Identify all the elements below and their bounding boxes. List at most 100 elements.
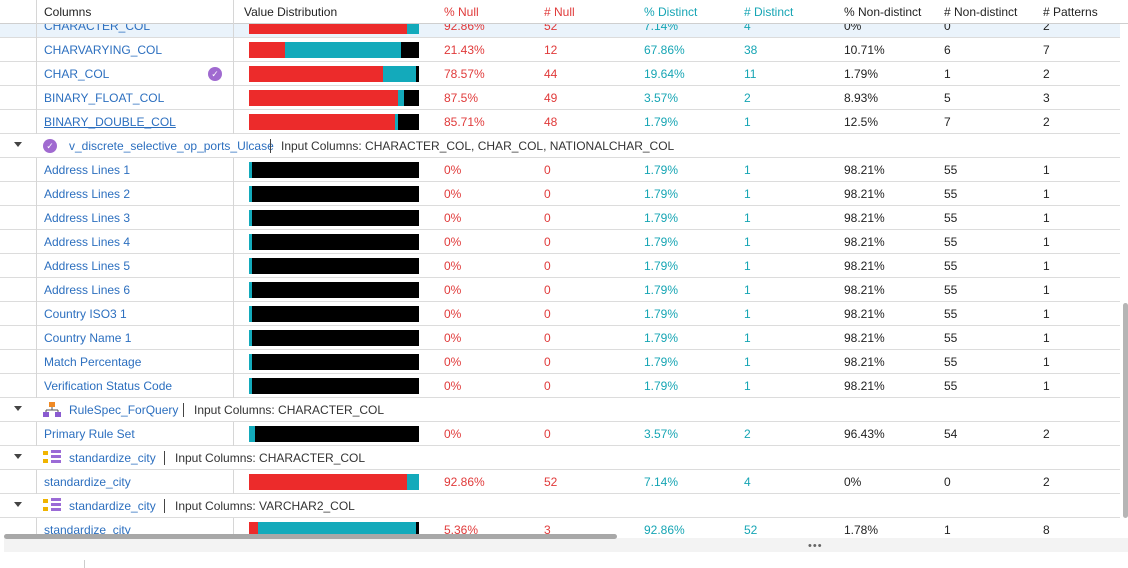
column-name-link[interactable]: Address Lines 1	[44, 163, 131, 177]
value-distribution-bar[interactable]	[249, 258, 419, 274]
pct-non-distinct-value: 98.21%	[844, 379, 885, 393]
table-row[interactable]: BINARY_DOUBLE_COL 85.71% 48 1.79% 1 12.5% 7 2	[0, 110, 1120, 134]
table-row[interactable]: CHAR_COL ✓ 78.57% 44 19.64% 11 1.79% 1 2	[0, 62, 1120, 86]
pct-distinct-value: 1.79%	[644, 355, 679, 369]
cell-divider	[36, 278, 37, 302]
header-columns[interactable]: Columns	[44, 5, 92, 19]
chevron-down-icon[interactable]	[14, 142, 22, 147]
table-row[interactable]: Address Lines 5 0% 0 1.79% 1 98.21% 55 1	[0, 254, 1120, 278]
value-distribution-bar[interactable]	[249, 234, 419, 250]
more-dots-icon[interactable]: •••	[808, 540, 823, 552]
value-distribution-bar[interactable]	[249, 162, 419, 178]
pct-null-value: 0%	[444, 427, 462, 441]
table-row[interactable]: Address Lines 1 0% 0 1.79% 1 98.21% 55 1	[0, 158, 1120, 182]
non-distinct-segment	[252, 186, 419, 202]
num-patterns-value: 1	[1043, 235, 1050, 249]
value-distribution-bar[interactable]	[249, 282, 419, 298]
num-null-value: 0	[544, 307, 551, 321]
column-name-link[interactable]: Address Lines 6	[44, 283, 131, 297]
pct-distinct-value: 1.79%	[644, 259, 679, 273]
num-null-value: 52	[544, 475, 558, 489]
value-distribution-bar[interactable]	[249, 90, 419, 106]
column-name-link[interactable]: Address Lines 3	[44, 211, 131, 225]
horizontal-scrollbar[interactable]	[4, 534, 617, 539]
table-row[interactable]: Country Name 1 0% 0 1.79% 1 98.21% 55 1	[0, 326, 1120, 350]
num-distinct-value: 1	[744, 163, 751, 177]
num-patterns-value: 2	[1043, 427, 1050, 441]
header-num-distinct[interactable]: # Distinct	[744, 5, 794, 19]
num-non-distinct-value: 55	[944, 331, 958, 345]
value-distribution-bar[interactable]	[249, 474, 419, 490]
num-non-distinct-value: 0	[944, 475, 951, 489]
group-divider	[164, 451, 165, 465]
column-name-link[interactable]: BINARY_FLOAT_COL	[44, 91, 165, 105]
num-non-distinct-value: 55	[944, 379, 958, 393]
value-distribution-bar[interactable]	[249, 426, 419, 442]
header-pct-non-distinct[interactable]: % Non-distinct	[844, 5, 922, 19]
value-distribution-bar[interactable]	[249, 306, 419, 322]
cell-divider	[36, 182, 37, 206]
group-name-link[interactable]: v_discrete_selective_op_ports_Ulcase	[69, 139, 274, 153]
table-row[interactable]: standardize_city 92.86% 52 7.14% 4 0% 0 2	[0, 470, 1120, 494]
value-distribution-bar[interactable]	[249, 210, 419, 226]
table-row[interactable]: Verification Status Code 0% 0 1.79% 1 98.21% 5…	[0, 374, 1120, 398]
column-name-link[interactable]: standardize_city	[44, 475, 131, 489]
group-name-link[interactable]: standardize_city	[69, 451, 156, 465]
pct-distinct-value: 67.86%	[644, 43, 685, 57]
column-name-link[interactable]: Address Lines 5	[44, 259, 131, 273]
header-num-non-distinct[interactable]: # Non-distinct	[944, 5, 1018, 19]
table-row[interactable]: Match Percentage 0% 0 1.79% 1 98.21% 55 1	[0, 350, 1120, 374]
header-num-patterns[interactable]: # Patterns	[1043, 5, 1098, 19]
value-distribution-bar[interactable]	[249, 330, 419, 346]
verified-badge-icon: ✓	[43, 139, 57, 153]
column-name-link[interactable]: standardize_city	[44, 523, 131, 537]
header-value-distribution[interactable]: Value Distribution	[244, 5, 338, 19]
pct-distinct-value: 7.14%	[644, 475, 679, 489]
column-name-link[interactable]: Verification Status Code	[44, 379, 173, 393]
column-name-link[interactable]: CHARVARYING_COL	[44, 43, 163, 57]
table-row[interactable]: Address Lines 4 0% 0 1.79% 1 98.21% 55 1	[0, 230, 1120, 254]
header-separator	[36, 0, 37, 24]
column-name-link[interactable]: Match Percentage	[44, 355, 142, 369]
column-name-link[interactable]: Primary Rule Set	[44, 427, 135, 441]
table-row[interactable]: BINARY_FLOAT_COL 87.5% 49 3.57% 2 8.93% 5 3	[0, 86, 1120, 110]
num-null-value: 0	[544, 283, 551, 297]
header-pct-null[interactable]: % Null	[444, 5, 479, 19]
group-row[interactable]: ✓ v_discrete_selective_op_ports_Ulcase Inp…	[0, 134, 1120, 158]
distinct-segment	[249, 354, 253, 370]
group-row[interactable]: standardize_city Input Columns: CHARACTER…	[0, 446, 1120, 470]
column-name-link[interactable]: Country ISO3 1	[44, 307, 127, 321]
table-row[interactable]: CHARVARYING_COL 21.43% 12 67.86% 38 10.71% 6 7	[0, 38, 1120, 62]
num-non-distinct-value: 55	[944, 307, 958, 321]
group-name-link[interactable]: standardize_city	[69, 499, 156, 513]
column-name-link[interactable]: Address Lines 2	[44, 187, 131, 201]
table-row[interactable]: Country ISO3 1 0% 0 1.79% 1 98.21% 55 1	[0, 302, 1120, 326]
header-num-null[interactable]: # Null	[544, 5, 575, 19]
group-row[interactable]: RuleSpec_ForQuery Input Columns: CHARACTE…	[0, 398, 1120, 422]
distinct-segment	[406, 474, 419, 490]
value-distribution-bar[interactable]	[249, 114, 419, 130]
column-name-link[interactable]: BINARY_DOUBLE_COL	[44, 115, 176, 129]
num-patterns-value: 1	[1043, 283, 1050, 297]
num-non-distinct-value: 55	[944, 235, 958, 249]
value-distribution-bar[interactable]	[249, 186, 419, 202]
table-row[interactable]: Address Lines 3 0% 0 1.79% 1 98.21% 55 1	[0, 206, 1120, 230]
header-pct-distinct[interactable]: % Distinct	[644, 5, 698, 19]
group-row[interactable]: standardize_city Input Columns: VARCHAR2_…	[0, 494, 1120, 518]
column-name-link[interactable]: Country Name 1	[44, 331, 132, 345]
vertical-scrollbar[interactable]	[1123, 303, 1128, 518]
chevron-down-icon[interactable]	[14, 502, 22, 507]
column-name-link[interactable]: CHAR_COL	[44, 67, 110, 81]
value-distribution-bar[interactable]	[249, 354, 419, 370]
value-distribution-bar[interactable]	[249, 42, 419, 58]
value-distribution-bar[interactable]	[249, 378, 419, 394]
chevron-down-icon[interactable]	[14, 406, 22, 411]
group-name-link[interactable]: RuleSpec_ForQuery	[69, 403, 179, 417]
num-distinct-value: 1	[744, 355, 751, 369]
column-name-link[interactable]: Address Lines 4	[44, 235, 131, 249]
table-row[interactable]: Address Lines 6 0% 0 1.79% 1 98.21% 55 1	[0, 278, 1120, 302]
value-distribution-bar[interactable]	[249, 66, 419, 82]
table-row[interactable]: Address Lines 2 0% 0 1.79% 1 98.21% 55 1	[0, 182, 1120, 206]
table-row[interactable]: Primary Rule Set 0% 0 3.57% 2 96.43% 54 2	[0, 422, 1120, 446]
chevron-down-icon[interactable]	[14, 454, 22, 459]
